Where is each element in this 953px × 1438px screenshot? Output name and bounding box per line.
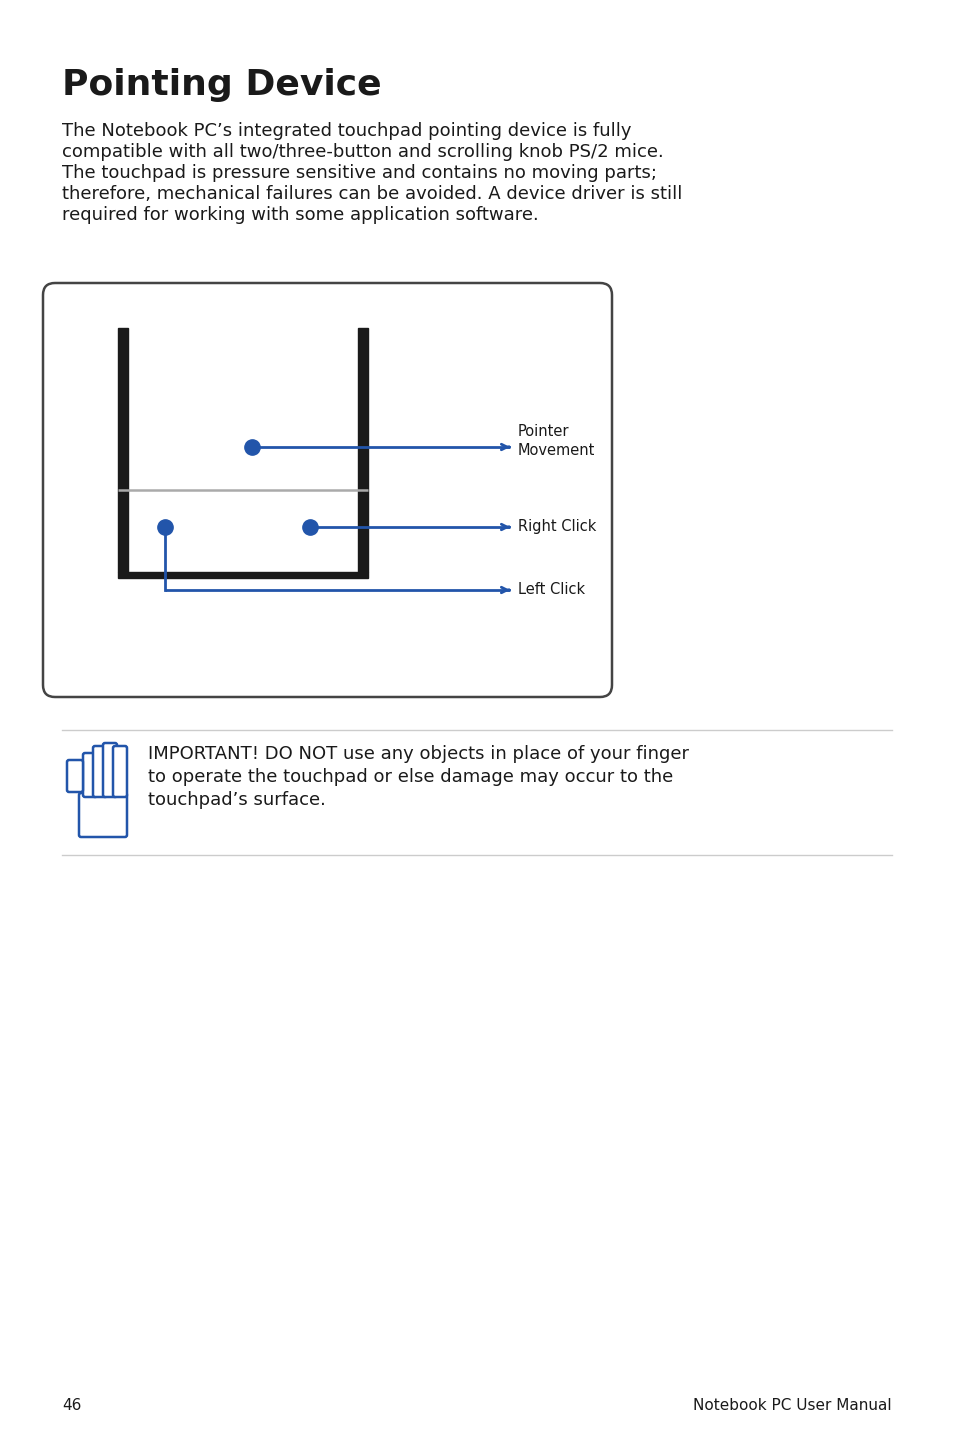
Bar bbox=[118, 328, 128, 572]
FancyBboxPatch shape bbox=[67, 761, 83, 792]
Text: IMPORTANT! DO NOT use any objects in place of your finger: IMPORTANT! DO NOT use any objects in pla… bbox=[148, 745, 688, 764]
Bar bbox=[357, 328, 368, 572]
FancyBboxPatch shape bbox=[83, 754, 97, 797]
FancyBboxPatch shape bbox=[103, 743, 117, 797]
Text: Notebook PC User Manual: Notebook PC User Manual bbox=[693, 1398, 891, 1414]
Bar bbox=[118, 572, 368, 578]
Text: required for working with some application software.: required for working with some applicati… bbox=[62, 206, 538, 224]
FancyBboxPatch shape bbox=[112, 746, 127, 797]
Text: Left Click: Left Click bbox=[517, 582, 584, 598]
Text: The Notebook PC’s integrated touchpad pointing device is fully: The Notebook PC’s integrated touchpad po… bbox=[62, 122, 631, 139]
Text: Pointing Device: Pointing Device bbox=[62, 68, 381, 102]
Text: therefore, mechanical failures can be avoided. A device driver is still: therefore, mechanical failures can be av… bbox=[62, 186, 681, 203]
Text: Right Click: Right Click bbox=[517, 519, 596, 535]
FancyBboxPatch shape bbox=[43, 283, 612, 697]
FancyBboxPatch shape bbox=[92, 746, 107, 797]
Text: Pointer
Movement: Pointer Movement bbox=[517, 424, 595, 459]
Text: touchpad’s surface.: touchpad’s surface. bbox=[148, 791, 326, 810]
Text: compatible with all two/three-button and scrolling knob PS/2 mice.: compatible with all two/three-button and… bbox=[62, 142, 663, 161]
Text: to operate the touchpad or else damage may occur to the: to operate the touchpad or else damage m… bbox=[148, 768, 673, 787]
Text: The touchpad is pressure sensitive and contains no moving parts;: The touchpad is pressure sensitive and c… bbox=[62, 164, 657, 183]
Text: 46: 46 bbox=[62, 1398, 81, 1414]
FancyBboxPatch shape bbox=[79, 792, 127, 837]
